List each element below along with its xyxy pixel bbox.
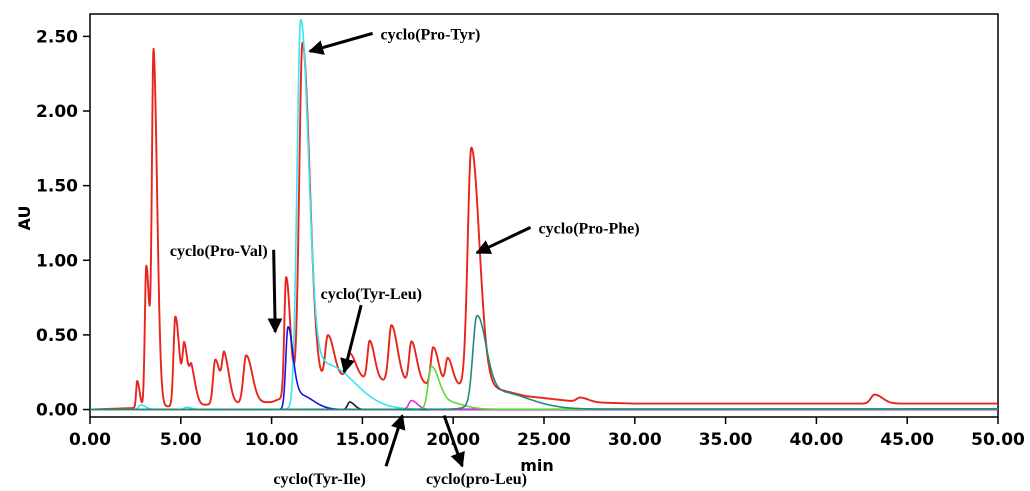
x-axis-title: min [520, 456, 554, 475]
series-line-1 [89, 18, 999, 411]
x-tick-label: 5.00 [160, 430, 202, 450]
annotation-arrow [442, 415, 465, 468]
annotation-label: cyclo(Pro-Val) [170, 243, 268, 260]
annotation-arrow [267, 249, 283, 334]
series-traces [89, 18, 999, 411]
x-tick-label: 35.00 [699, 430, 753, 450]
y-tick-label: 0.50 [36, 326, 78, 346]
y-tick-label: 2.00 [36, 102, 78, 122]
y-tick-label: 1.50 [36, 177, 78, 197]
x-tick-label: 15.00 [336, 430, 390, 450]
y-tick-label: 0.00 [36, 401, 78, 421]
series-line-6 [89, 314, 999, 411]
annotation-label: cyclo(Pro-Tyr) [381, 26, 481, 43]
series-line-0 [89, 41, 999, 411]
annotation-arrow [308, 31, 373, 55]
axis-ticks: 0.005.0010.0015.0020.0025.0030.0035.0040… [36, 27, 1025, 450]
x-tick-label: 50.00 [971, 430, 1025, 450]
annotation-label: cyclo(Tyr-Ile) [273, 471, 365, 488]
y-tick-label: 1.00 [36, 251, 78, 271]
x-tick-label: 0.00 [69, 430, 111, 450]
y-tick-label: 2.50 [36, 27, 78, 47]
annotation-label: cyclo(Tyr-Leu) [321, 286, 422, 303]
annotation-arrow [340, 304, 363, 374]
peak-annotations: cyclo(Pro-Tyr) cyclo(Pro-Val) cyclo(Tyr-Le… [170, 26, 640, 488]
x-tick-label: 40.00 [790, 430, 844, 450]
x-tick-label: 30.00 [608, 430, 662, 450]
y-axis-title: AU [15, 206, 34, 231]
annotation-arrow [384, 414, 406, 467]
x-tick-label: 25.00 [517, 430, 571, 450]
x-tick-label: 45.00 [880, 430, 934, 450]
annotation-arrow [475, 226, 532, 255]
annotation-label: cyclo(pro-Leu) [426, 471, 527, 488]
x-tick-label: 10.00 [245, 430, 299, 450]
annotation-label: cyclo(Pro-Phe) [539, 220, 640, 237]
